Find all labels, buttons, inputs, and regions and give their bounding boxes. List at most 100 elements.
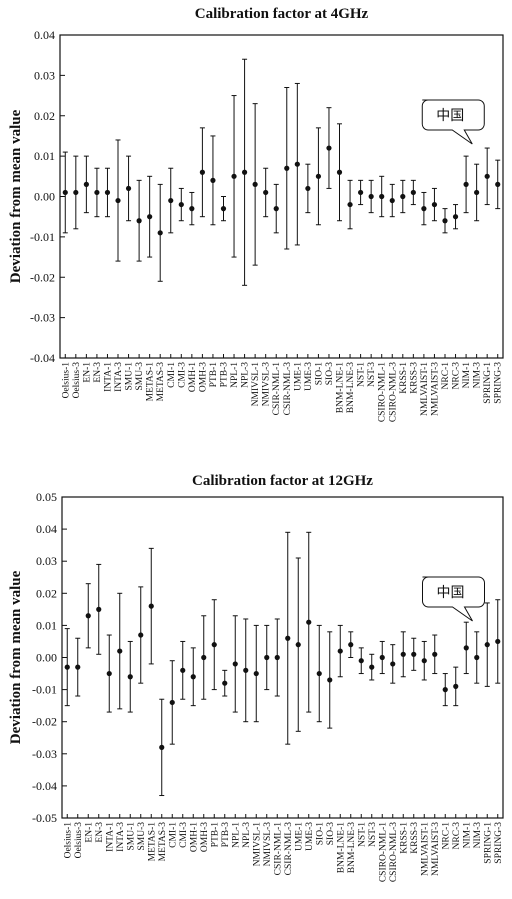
point — [463, 645, 469, 651]
x-tick-label: EN-1 — [82, 362, 92, 383]
point — [232, 661, 238, 667]
point — [127, 674, 133, 680]
x-tick-label: CSIR-NML-1 — [272, 362, 282, 416]
x-tick-label: SIO-3 — [326, 822, 336, 845]
x-tick-label: OMH-3 — [198, 362, 208, 392]
x-tick-label: CSIR-NML-3 — [284, 822, 294, 876]
point — [180, 667, 186, 673]
x-tick-label: NST-1 — [357, 362, 367, 387]
point — [400, 651, 406, 657]
x-tick-label: NPL-1 — [230, 362, 240, 388]
x-tick-label: OMH-1 — [189, 822, 199, 852]
x-tick-label: Oelsius-3 — [72, 362, 82, 399]
point — [305, 185, 311, 192]
point — [453, 683, 459, 689]
point — [274, 654, 280, 661]
point — [211, 642, 217, 648]
point — [474, 654, 480, 661]
x-tick-label: NMLVAIST-1 — [420, 822, 430, 876]
point — [199, 169, 205, 175]
x-tick-label: METAS-3 — [156, 362, 166, 402]
point — [125, 185, 132, 192]
point — [368, 193, 374, 200]
x-tick-label: BNM-LNE-3 — [347, 822, 357, 873]
point — [169, 699, 175, 706]
y-tick-label: 0.04 — [34, 28, 55, 42]
point — [115, 197, 121, 204]
point — [231, 173, 237, 179]
plot-frame — [61, 496, 504, 819]
x-tick-label: SPRING-1 — [483, 362, 493, 404]
x-tick-label: KRSS-1 — [399, 362, 409, 394]
point — [241, 169, 248, 175]
x-tick-label: NMIVSL-3 — [263, 822, 273, 867]
callout-box — [421, 99, 485, 145]
point — [264, 654, 270, 661]
x-tick-label: UME-3 — [304, 362, 314, 391]
x-tick-label: SPRING-1 — [483, 822, 493, 864]
point — [168, 197, 174, 204]
point — [431, 201, 438, 208]
x-tick-label: NIM-3 — [473, 362, 483, 389]
x-tick-label: EN-3 — [95, 822, 105, 843]
x-tick-label: CSIR-NML-3 — [283, 362, 293, 416]
y-tick-label: 0.02 — [36, 586, 57, 600]
point — [85, 613, 91, 619]
x-tick-label: SIO-3 — [325, 362, 335, 385]
point — [285, 635, 291, 641]
x-tick-label: SMU-3 — [137, 822, 147, 851]
y-tick-label: 0.01 — [34, 149, 55, 163]
point — [421, 658, 427, 664]
x-tick-label: NST-3 — [368, 822, 378, 847]
x-tick-label: PTB-1 — [209, 362, 219, 388]
point — [62, 189, 68, 196]
point — [64, 664, 70, 670]
y-tick-label: 0.01 — [36, 618, 57, 632]
x-tick-label: KRSS-3 — [410, 822, 420, 854]
point — [442, 687, 448, 693]
point — [190, 674, 196, 680]
x-tick-label: UME-1 — [294, 822, 304, 851]
x-tick-label: METAS-1 — [146, 362, 156, 402]
x-tick-label: EN-3 — [93, 362, 103, 383]
point — [337, 648, 343, 654]
x-tick-label: NRC-3 — [452, 822, 462, 850]
x-tick-label: METAS-3 — [158, 822, 168, 862]
callout-box — [422, 576, 485, 622]
x-tick-label: NIM-1 — [462, 362, 472, 389]
y-tick-label: 0.05 — [36, 490, 57, 504]
point — [96, 606, 102, 612]
x-tick-label: NMLVAIST-1 — [420, 362, 430, 416]
point — [201, 654, 207, 661]
x-tick-label: CSIRO-NML-3 — [388, 362, 398, 422]
x-tick-label: Oelsius-1 — [63, 822, 73, 859]
x-tick-label: INTA-3 — [114, 362, 124, 392]
x-tick-label: PTB-1 — [210, 822, 220, 848]
x-tick-label: CSIRO-NML-1 — [378, 822, 388, 882]
point — [263, 189, 269, 196]
y-tick-label: 0.00 — [34, 190, 55, 204]
point — [347, 201, 353, 208]
point — [452, 214, 459, 220]
chart-title: Calibration factor at 4GHz — [195, 6, 369, 22]
point — [83, 181, 89, 187]
x-tick-label: NRC-1 — [441, 362, 451, 390]
plot-frame — [59, 34, 504, 359]
point — [484, 642, 490, 648]
y-tick-label: 0.00 — [36, 651, 57, 665]
y-tick-label: -0.05 — [32, 811, 57, 825]
x-tick-label: BNM-LNE-3 — [346, 362, 356, 413]
point — [369, 664, 375, 670]
x-tick-label: NMLVAIST-3 — [431, 822, 441, 876]
x-tick-label: Oelsius-3 — [74, 822, 84, 859]
point — [94, 189, 100, 196]
y-tick-label: 0.02 — [34, 109, 55, 123]
point — [306, 619, 312, 625]
x-tick-label: UME-1 — [293, 362, 303, 391]
y-tick-label: 0.04 — [36, 522, 57, 536]
point — [138, 632, 144, 638]
x-tick-label: INTA-1 — [105, 822, 115, 852]
point — [295, 642, 301, 648]
point — [294, 161, 300, 167]
x-tick-label: NMIVSL-3 — [262, 362, 272, 407]
